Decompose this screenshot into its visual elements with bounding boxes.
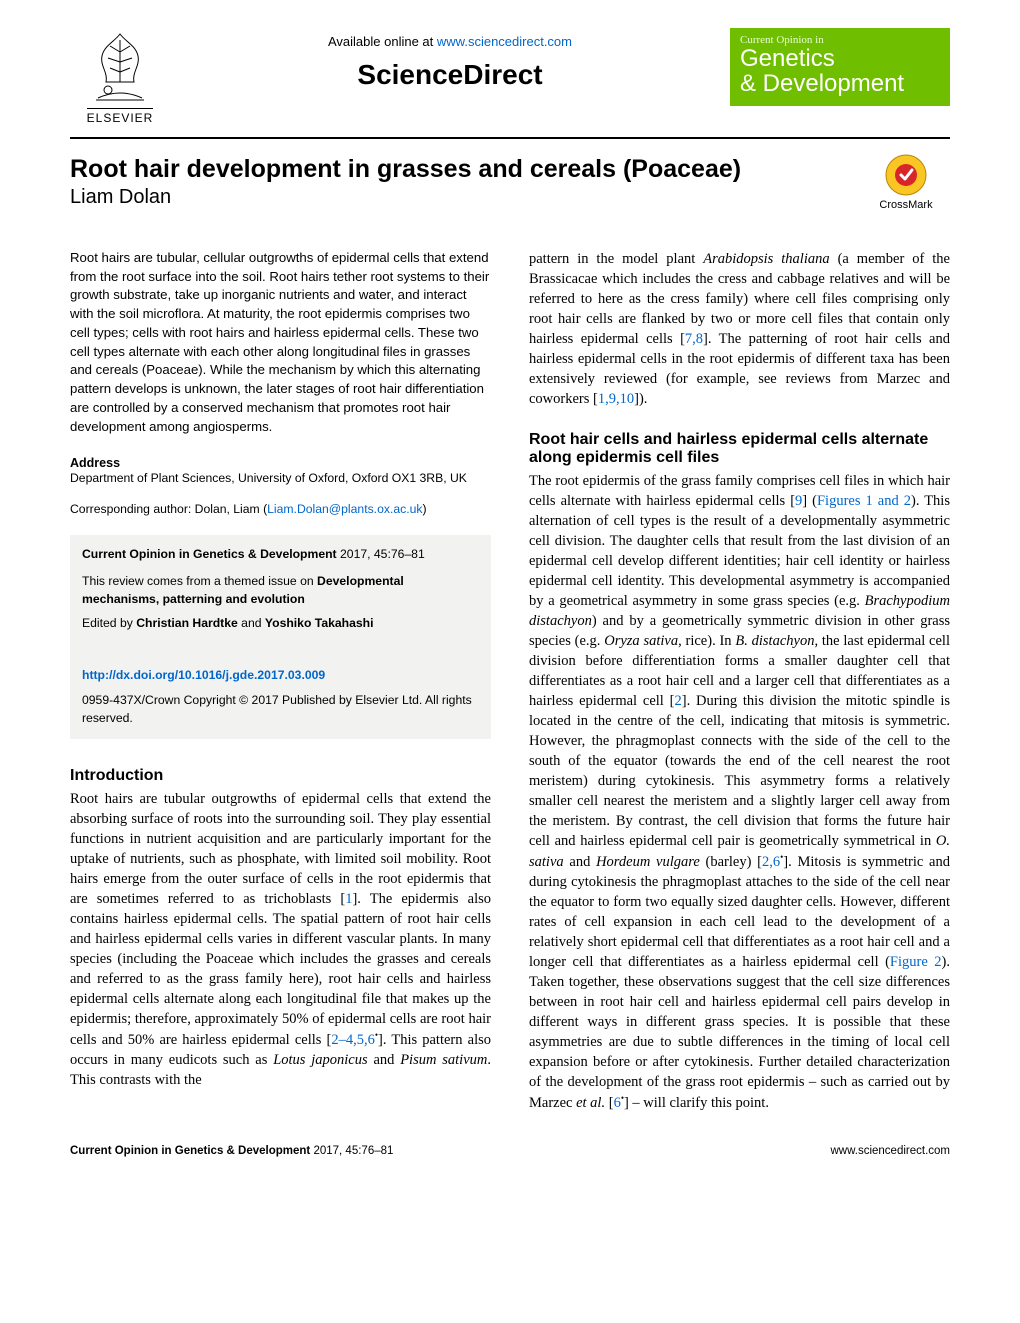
doi-line: http://dx.doi.org/10.1016/j.gde.2017.03.… xyxy=(82,666,479,684)
edited-and: and xyxy=(238,616,265,630)
themed-issue-line: This review comes from a themed issue on… xyxy=(82,572,479,609)
editor-2: Yoshiko Takahashi xyxy=(265,616,374,630)
ref-link[interactable]: 2 xyxy=(674,693,681,709)
available-online: Available online at www.sciencedirect.co… xyxy=(170,34,730,49)
edited-by-line: Edited by Christian Hardtke and Yoshiko … xyxy=(82,614,479,632)
corresp-suffix: ) xyxy=(422,502,426,516)
sciencedirect-url-link[interactable]: www.sciencedirect.com xyxy=(437,34,572,49)
intro-body: Root hairs are tubular outgrowths of epi… xyxy=(70,789,491,1090)
title-row: Root hair development in grasses and cer… xyxy=(70,149,950,227)
abstract-text: Root hairs are tubular, cellular outgrow… xyxy=(70,249,491,436)
corresp-prefix: Corresponding author: Dolan, Liam ( xyxy=(70,502,267,516)
section-2-body: The root epidermis of the grass family c… xyxy=(529,471,950,1113)
page: ELSEVIER Available online at www.science… xyxy=(0,0,1020,1191)
ref-link[interactable]: 6 xyxy=(614,1095,621,1111)
footer-journal: Current Opinion in Genetics & Developmen… xyxy=(70,1145,310,1157)
section-2-heading: Root hair cells and hairless epidermal c… xyxy=(529,431,950,467)
ref-link[interactable]: 1,9,10 xyxy=(598,391,634,407)
address-heading: Address xyxy=(70,456,491,470)
left-column: Root hairs are tubular, cellular outgrow… xyxy=(70,249,491,1113)
footer-left: Current Opinion in Genetics & Developmen… xyxy=(70,1145,393,1157)
section-intro-heading: Introduction xyxy=(70,767,491,785)
page-footer: Current Opinion in Genetics & Developmen… xyxy=(70,1145,950,1157)
sciencedirect-wordmark: ScienceDirect xyxy=(170,59,730,91)
crossmark-icon xyxy=(884,153,928,197)
ref-link[interactable]: 1 xyxy=(345,891,352,907)
address-body: Department of Plant Sciences, University… xyxy=(70,470,491,486)
title-block: Root hair development in grasses and cer… xyxy=(70,149,862,227)
ref-link[interactable]: 9 xyxy=(795,493,802,509)
elsevier-label: ELSEVIER xyxy=(87,108,154,125)
elsevier-logo-block: ELSEVIER xyxy=(70,28,170,127)
cite-journal: Current Opinion in Genetics & Developmen… xyxy=(82,547,337,561)
doi-link[interactable]: http://dx.doi.org/10.1016/j.gde.2017.03.… xyxy=(82,668,325,682)
figure-link[interactable]: Figures 1 and 2 xyxy=(817,493,911,509)
citation-line: Current Opinion in Genetics & Developmen… xyxy=(82,545,479,563)
elsevier-tree-icon xyxy=(84,28,156,104)
footer-right: www.sciencedirect.com xyxy=(830,1145,950,1157)
journal-name-line2: & Development xyxy=(740,71,940,96)
center-banner: Available online at www.sciencedirect.co… xyxy=(170,28,730,91)
right-column: pattern in the model plant Arabidopsis t… xyxy=(529,249,950,1113)
intro-body-continued: pattern in the model plant Arabidopsis t… xyxy=(529,249,950,409)
figure-link[interactable]: Figure 2 xyxy=(890,954,942,970)
cite-rest: 2017, 45:76–81 xyxy=(337,547,425,561)
journal-name-line1: Genetics xyxy=(740,46,940,71)
corresp-email-link[interactable]: Liam.Dolan@plants.ox.ac.uk xyxy=(267,502,422,516)
top-banner: ELSEVIER Available online at www.science… xyxy=(70,28,950,127)
ref-link[interactable]: 7,8 xyxy=(685,331,703,347)
title-rule xyxy=(70,137,950,139)
journal-badge: Current Opinion in Genetics & Developmen… xyxy=(730,28,950,106)
crossmark-label: CrossMark xyxy=(879,199,932,211)
editor-1: Christian Hardtke xyxy=(136,616,238,630)
article-authors: Liam Dolan xyxy=(70,186,862,209)
themed-prefix: This review comes from a themed issue on xyxy=(82,574,317,588)
two-column-body: Root hairs are tubular, cellular outgrow… xyxy=(70,249,950,1113)
ref-link[interactable]: 2–4,5,6 xyxy=(331,1032,375,1048)
crossmark-badge[interactable]: CrossMark xyxy=(862,153,950,211)
footer-citation: 2017, 45:76–81 xyxy=(310,1145,393,1157)
available-prefix: Available online at xyxy=(328,34,437,49)
edited-prefix: Edited by xyxy=(82,616,136,630)
corresponding-author: Corresponding author: Dolan, Liam (Liam.… xyxy=(70,501,491,517)
article-title: Root hair development in grasses and cer… xyxy=(70,155,862,184)
article-info-box: Current Opinion in Genetics & Developmen… xyxy=(70,535,491,739)
ref-link[interactable]: 2,6 xyxy=(762,854,780,870)
copyright-line: 0959-437X/Crown Copyright © 2017 Publish… xyxy=(82,691,479,728)
